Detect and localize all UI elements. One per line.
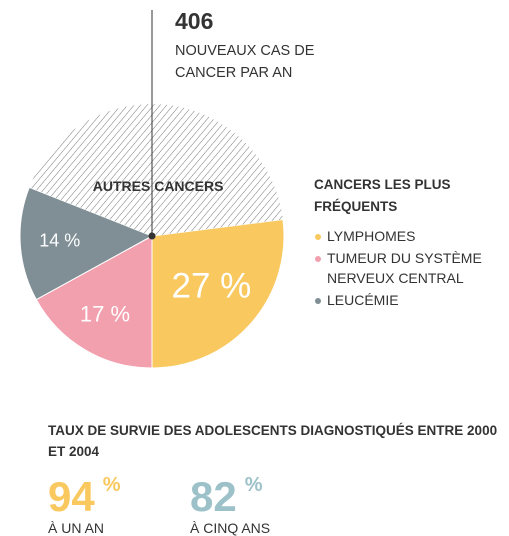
legend: LYMPHOMES TUMEUR DU SYSTÈME NERVEUX CENTR… (314, 226, 509, 312)
stat-value: 82 (190, 473, 237, 520)
legend-label: LYMPHOMES (327, 228, 416, 244)
legend-item: LYMPHOMES (314, 226, 509, 246)
stat-row: 82% (190, 473, 270, 520)
survival-title: TAUX DE SURVIE DES ADOLESCENTS DIAGNOSTI… (48, 423, 498, 459)
pie-slice (35, 235, 153, 369)
slices (19, 104, 285, 369)
legend-title: CANCERS LES PLUS FRÉQUENTS (314, 177, 451, 214)
slice-value-label: 14 % (39, 231, 80, 251)
legend-swatch (315, 256, 321, 262)
stat-unit: % (102, 474, 121, 496)
slice-category-label: AUTRES CANCERS (93, 178, 224, 194)
legend-item: LEUCÉMIE (314, 290, 509, 310)
legend-swatch (315, 298, 321, 304)
stat-label: À UN AN (48, 520, 105, 536)
stat-label: À CINQ ANS (190, 520, 271, 536)
slice-value-label: 27 % (172, 267, 252, 306)
pie-slice (19, 186, 154, 301)
slice-value-label: 17 % (80, 301, 130, 326)
total-label: NOUVEAUX CAS DE CANCER PAR AN (175, 43, 315, 81)
pie-slice (29, 104, 283, 237)
stat-row: 94% (48, 473, 121, 520)
legend-swatch (315, 234, 321, 240)
stat: 94% À UN AN (48, 473, 121, 536)
center-dot (148, 232, 156, 240)
legend-label: LEUCÉMIE (327, 292, 399, 308)
stat-unit: % (244, 474, 263, 496)
legend-item: TUMEUR DU SYSTÈME NERVEUX CENTRAL (314, 248, 509, 288)
stat-value: 94 (48, 473, 95, 520)
pie-slice (151, 218, 285, 369)
total: 406 (175, 8, 214, 34)
legend-label: TUMEUR DU SYSTÈME NERVEUX CENTRAL (327, 250, 482, 286)
pie-chart: 27 % 17 % 14 % AUTRES CANCERS (19, 10, 285, 369)
stat: 82% À CINQ ANS (190, 473, 271, 536)
